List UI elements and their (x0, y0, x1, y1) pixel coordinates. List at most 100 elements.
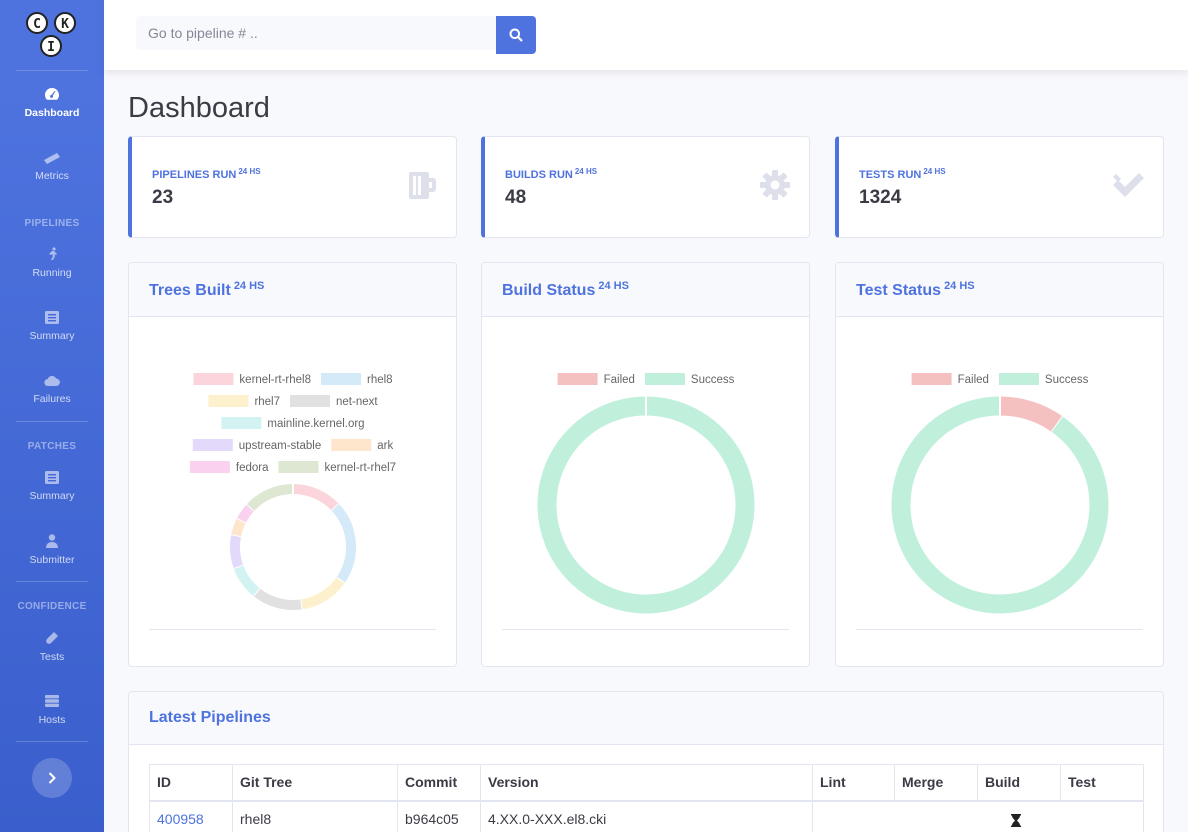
legend-item-kernel-rt-rhel8[interactable]: kernel-rt-rhel8 (193, 373, 311, 386)
pie-slice-rhel7[interactable] (300, 577, 345, 610)
legend-item-fedora[interactable]: fedora (189, 461, 269, 474)
legend-item-mainline-kernel-org[interactable]: mainline.kernel.org (221, 417, 365, 430)
sidebar-divider (16, 421, 88, 422)
column-header[interactable]: Build (977, 764, 1061, 802)
sidebar-divider (16, 741, 88, 742)
search-button[interactable] (496, 16, 536, 54)
legend-item-upstream-stable[interactable]: upstream-stable (192, 439, 321, 452)
sidebar-item-pipelines-summary[interactable]: Summary (0, 311, 104, 342)
column-header[interactable]: Version (480, 764, 813, 802)
pie-slice-success[interactable] (537, 396, 755, 614)
sidebar-divider (16, 70, 88, 71)
stat-value: 48 (505, 187, 527, 208)
legend-swatch (192, 439, 233, 451)
card-header: Test Status 24 HS (836, 263, 1163, 317)
legend-item-success[interactable]: Success (998, 373, 1089, 386)
legend-label: Failed (604, 374, 635, 386)
legend-swatch (189, 461, 230, 473)
legend-item-failed[interactable]: Failed (557, 373, 635, 386)
git-tree-cell: rhel8 (232, 800, 398, 832)
sidebar-item-patches-summary[interactable]: Summary (0, 471, 104, 502)
column-header[interactable]: Git Tree (232, 764, 398, 802)
pie-slice-net-next[interactable] (253, 587, 302, 610)
pie-slice-ark[interactable] (231, 518, 247, 537)
legend-item-success[interactable]: Success (644, 373, 735, 386)
sidebar-item-label: Tests (39, 651, 65, 663)
legend-item-net-next[interactable]: net-next (290, 395, 378, 408)
legend-label: upstream-stable (239, 440, 321, 452)
legend-swatch (208, 395, 249, 407)
sidebar-toggle-button[interactable] (32, 758, 72, 798)
card-title: Latest Pipelines (149, 709, 271, 726)
cki-logo[interactable]: C K I (26, 12, 78, 58)
sidebar-item-label: Submitter (29, 554, 75, 566)
column-header[interactable]: ID (149, 764, 233, 802)
legend-label: rhel7 (254, 396, 280, 408)
column-header[interactable]: Merge (894, 764, 978, 802)
legend-swatch (193, 373, 234, 385)
list-icon (45, 311, 59, 324)
pie-slice-kernel-rt-rhel8[interactable] (292, 484, 340, 511)
pie-slice-success[interactable] (891, 396, 1109, 614)
sidebar-item-dashboard[interactable]: Dashboard (0, 87, 104, 119)
logo-letter-c: C (26, 12, 48, 34)
page-title: Dashboard (128, 92, 270, 124)
tachometer-icon (45, 88, 59, 100)
legend-item-kernel-rt-rhel7[interactable]: kernel-rt-rhel7 (278, 461, 397, 474)
pipeline-search-input[interactable] (136, 16, 496, 50)
sidebar-item-running[interactable]: Running (0, 247, 104, 279)
sidebar-item-label: Summary (29, 330, 75, 342)
test-status-card: Test Status 24 HS Failed Success (835, 262, 1164, 667)
hourglass-icon (1011, 813, 1021, 827)
pie-slice-upstream-stable[interactable] (230, 534, 244, 569)
slice-separator (233, 563, 244, 570)
stat-label: BUILDS RUN 24 HS (505, 167, 597, 181)
trees-built-card: Trees Built 24 HS kernel-rt-rhel8 rhel8 rhe… (128, 262, 457, 667)
stat-label-text: TESTS RUN (859, 169, 922, 181)
sidebar-item-submitter[interactable]: Submitter (0, 534, 104, 566)
legend-item-rhel7[interactable]: rhel7 (208, 395, 280, 408)
column-header[interactable]: Test (1060, 764, 1144, 802)
sidebar-item-failures[interactable]: Failures (0, 375, 104, 405)
legend-label: kernel-rt-rhel7 (325, 462, 397, 474)
legend-label: Success (691, 374, 735, 386)
sidebar-item-label: Running (32, 267, 72, 279)
cloud-icon (44, 375, 60, 387)
pie-slice-fedora[interactable] (237, 503, 255, 523)
logo-letter-i: I (40, 35, 62, 57)
test-status-chart: Failed Success (891, 373, 1109, 614)
legend-swatch (911, 373, 952, 385)
pipeline-id-link[interactable]: 400958 (157, 810, 204, 827)
ruler-icon (44, 153, 60, 164)
card-header: Trees Built 24 HS (129, 263, 456, 317)
legend-label: fedora (236, 462, 269, 474)
stat-label-text: BUILDS RUN (505, 169, 573, 181)
stat-value: 23 (152, 187, 174, 208)
sidebar-item-label: Summary (29, 490, 75, 502)
pie-slice-failed[interactable] (999, 396, 1063, 433)
sidebar-item-hosts[interactable]: Hosts (0, 694, 104, 726)
gear-icon (760, 170, 790, 200)
legend-swatch (221, 417, 262, 429)
legend-item-ark[interactable]: ark (331, 439, 393, 452)
pie-slice-rhel8[interactable] (331, 504, 356, 584)
sidebar-heading-confidence: CONFIDENCE (17, 601, 87, 612)
sidebar-item-metrics[interactable]: Metrics (0, 152, 104, 182)
legend-item-failed[interactable]: Failed (911, 373, 989, 386)
column-header[interactable]: Commit (397, 764, 481, 802)
card-divider (856, 629, 1143, 630)
pie-slice-kernel-rt-rhel7[interactable] (246, 484, 294, 511)
sidebar-item-label: Metrics (35, 170, 69, 182)
stat-label-text: PIPELINES RUN (152, 169, 237, 181)
card-title: Test Status (856, 282, 942, 299)
stat-card-builds: BUILDS RUN 24 HS 48 (481, 136, 810, 238)
pie-slice-mainline-kernel-org[interactable] (233, 564, 260, 596)
pipelines-table: ID Git Tree Commit Version Lint Merge Bu… (149, 764, 1144, 832)
card-header: Latest Pipelines (129, 692, 1163, 745)
card-period: 24 HS (233, 280, 265, 292)
legend-item-rhel8[interactable]: rhel8 (321, 373, 393, 386)
column-header[interactable]: Lint (812, 764, 895, 802)
sidebar-item-tests[interactable]: Tests (0, 631, 104, 663)
stat-value: 1324 (859, 187, 902, 208)
stat-period: 24 HS (574, 167, 598, 176)
